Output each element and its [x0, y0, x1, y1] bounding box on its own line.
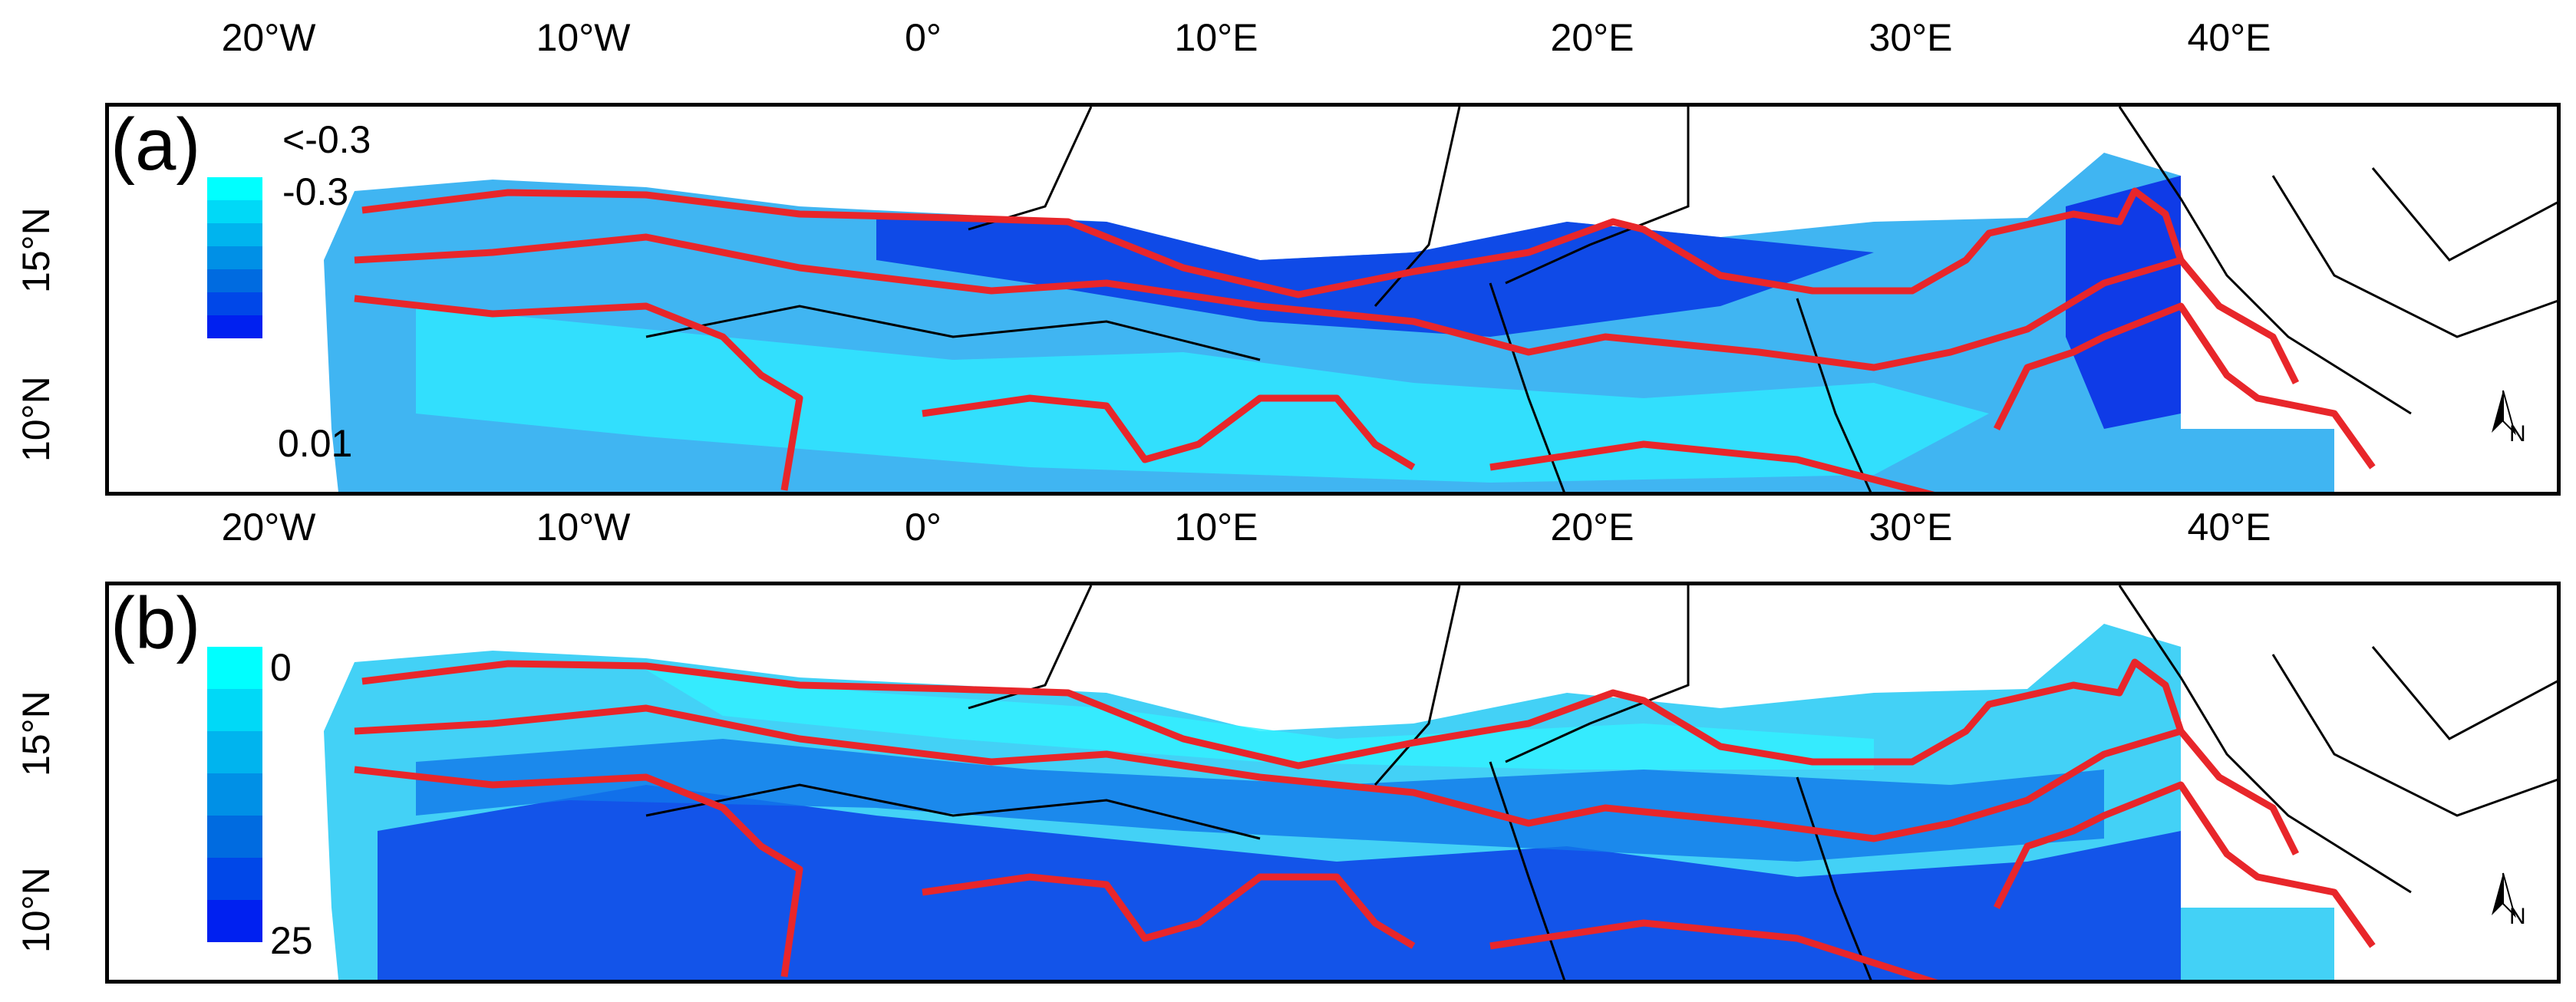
legend-swatch-b-3 [207, 731, 262, 773]
north-arrow-icon-a [2492, 390, 2516, 436]
x-tick-20w-b: 20°W [221, 506, 316, 549]
legend-swatch-a-3 [207, 223, 262, 246]
x-tick-0-b: 0° [905, 506, 942, 549]
country-borders-a [645, 107, 2557, 492]
y-tick-15n-b: 15°N [15, 691, 58, 776]
legend-swatch-a-5 [207, 269, 262, 292]
legend-swatch-b-2 [207, 689, 262, 731]
y-tick-15n-a: 15°N [15, 207, 58, 293]
legend-swatch-a-4 [207, 246, 262, 269]
sahel-light-a [416, 306, 1989, 483]
x-tick-20w-a: 20°W [221, 16, 316, 59]
map-panel-b: (b) 0 25 N [105, 582, 2561, 984]
x-tick-20e-b: 20°E [1550, 506, 1634, 549]
x-tick-40e-b: 40°E [2187, 506, 2271, 549]
x-tick-30e-a: 30°E [1869, 16, 1953, 59]
x-tick-30e-b: 30°E [1869, 506, 1953, 549]
legend-swatch-b-6 [207, 858, 262, 900]
x-tick-40e-a: 40°E [2187, 16, 2271, 59]
x-tick-0-a: 0° [905, 16, 942, 59]
sahel-dense-east-a [2066, 176, 2181, 429]
legend-swatch-b-4 [207, 773, 262, 816]
y-tick-10n-a: 10°N [15, 376, 58, 462]
north-label-b: N [2509, 904, 2526, 929]
legend-a-label-bottom: 0.01 [278, 422, 353, 465]
legend-swatch-b-5 [207, 816, 262, 858]
panel-label-a: (a) [110, 104, 201, 186]
north-arrow-icon-b [2492, 872, 2516, 918]
y-tick-10n-b: 10°N [15, 867, 58, 953]
x-tick-10w-a: 10°W [536, 16, 631, 59]
legend-swatch-a-2 [207, 200, 262, 223]
sahel-mid-b [416, 739, 2104, 862]
map-panel-a: (a) <-0.3 -0.3 0.01 N [105, 103, 2561, 496]
north-label-a: N [2509, 421, 2526, 447]
legend-swatch-a-7 [207, 315, 262, 338]
legend-swatch-a-6 [207, 292, 262, 315]
legend-swatch-b-7 [207, 900, 262, 942]
legend-a-label-outside: <-0.3 [282, 118, 371, 161]
legend-a-label-top: -0.3 [282, 170, 349, 213]
legend-a [207, 177, 262, 338]
x-tick-10w-b: 10°W [536, 506, 631, 549]
legend-b [207, 647, 262, 942]
panel-label-b: (b) [110, 582, 201, 664]
sahel-light-b [646, 670, 1874, 770]
map-a-svg [324, 107, 2557, 492]
zone-boundaries-a [354, 187, 2376, 492]
x-tick-20e-a: 20°E [1550, 16, 1634, 59]
legend-b-label-bottom: 25 [270, 919, 313, 962]
x-tick-10e-b: 10°E [1174, 506, 1258, 549]
legend-swatch-b-1 [207, 647, 262, 689]
map-b-svg [324, 585, 2557, 980]
x-tick-10e-a: 10°E [1174, 16, 1258, 59]
legend-swatch-a-1 [207, 177, 262, 200]
legend-b-label-top: 0 [270, 646, 292, 689]
country-borders-b [645, 585, 2557, 980]
zone-boundaries-b [354, 658, 2376, 980]
